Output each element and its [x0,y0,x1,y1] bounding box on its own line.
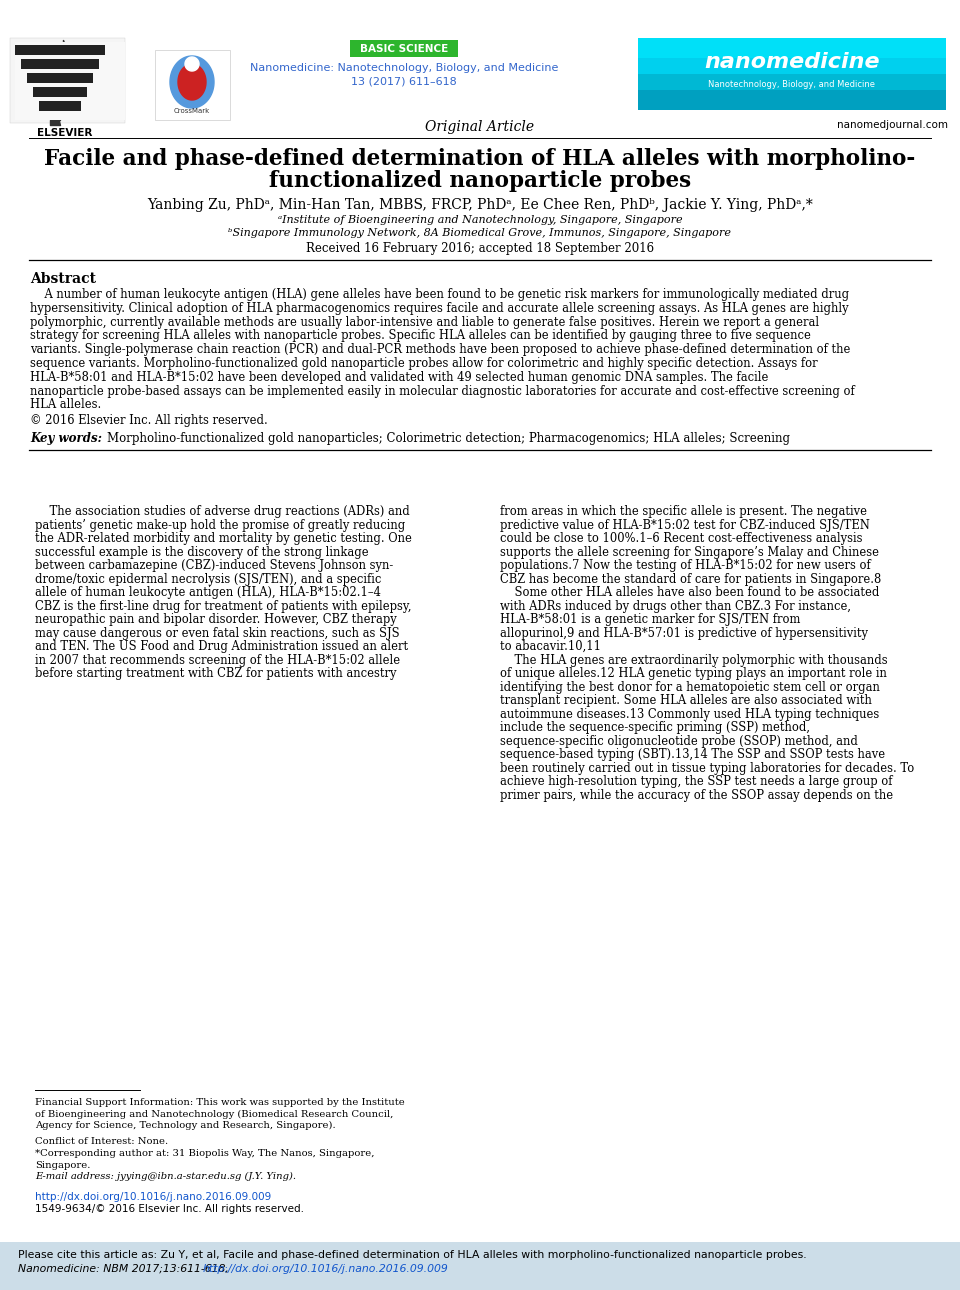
Text: Nanomedicine: Nanotechnology, Biology, and Medicine: Nanomedicine: Nanotechnology, Biology, a… [250,63,558,74]
Text: nanomedicine: nanomedicine [705,52,879,72]
Text: may cause dangerous or even fatal skin reactions, such as SJS: may cause dangerous or even fatal skin r… [35,627,399,640]
Text: in 2007 that recommends screening of the HLA-B*15:02 allele: in 2007 that recommends screening of the… [35,654,400,667]
Text: sequence-specific oligonucleotide probe (SSOP) method, and: sequence-specific oligonucleotide probe … [500,734,858,747]
Text: polymorphic, currently available methods are usually labor-intensive and liable : polymorphic, currently available methods… [30,316,819,329]
Text: before starting treatment with CBZ for patients with ancestry: before starting treatment with CBZ for p… [35,667,396,680]
Text: ᵇSingapore Immunology Network, 8A Biomedical Grove, Immunos, Singapore, Singapor: ᵇSingapore Immunology Network, 8A Biomed… [228,228,732,237]
Text: CrossMark: CrossMark [174,108,210,114]
Text: HLA alleles.: HLA alleles. [30,399,101,412]
Text: nanomedjournal.com: nanomedjournal.com [837,120,948,130]
Bar [10,37,125,123]
Text: patients’ genetic make-up hold the promise of greatly reducing: patients’ genetic make-up hold the promi… [35,519,405,531]
Text: E-mail address: jyying@ibn.a-star.edu.sg (J.Y. Ying).: E-mail address: jyying@ibn.a-star.edu.sg… [35,1173,296,1182]
Text: from areas in which the specific allele is present. The negative: from areas in which the specific allele … [500,504,867,519]
Text: allopurinol,9 and HLA-B*57:01 is predictive of hypersensitivity: allopurinol,9 and HLA-B*57:01 is predict… [500,627,868,640]
Text: The association studies of adverse drug reactions (ADRs) and: The association studies of adverse drug … [35,504,410,519]
Bar [33,86,87,97]
Text: Key words:: Key words: [30,432,102,445]
Text: variants. Single-polymerase chain reaction (PCR) and dual-PCR methods have been : variants. Single-polymerase chain reacti… [30,343,851,356]
Text: Conflict of Interest: None.: Conflict of Interest: None. [35,1138,168,1147]
Text: autoimmune diseases.13 Commonly used HLA typing techniques: autoimmune diseases.13 Commonly used HLA… [500,707,879,721]
Text: Agency for Science, Technology and Research, Singapore).: Agency for Science, Technology and Resea… [35,1121,336,1130]
Text: Singapore.: Singapore. [35,1161,90,1170]
Text: allele of human leukocyte antigen (HLA), HLA-B*15:02.1–4: allele of human leukocyte antigen (HLA),… [35,586,381,599]
Text: between carbamazepine (CBZ)-induced Stevens Johnson syn-: between carbamazepine (CBZ)-induced Stev… [35,559,394,571]
Text: Financial Support Information: This work was supported by the Institute: Financial Support Information: This work… [35,1098,405,1107]
Text: functionalized nanoparticle probes: functionalized nanoparticle probes [269,170,691,192]
Text: ELSEVIER: ELSEVIER [37,128,93,138]
Text: transplant recipient. Some HLA alleles are also associated with: transplant recipient. Some HLA alleles a… [500,694,872,707]
Text: neuropathic pain and bipolar disorder. However, CBZ therapy: neuropathic pain and bipolar disorder. H… [35,613,396,626]
Bar [155,50,230,120]
Text: predictive value of HLA-B*15:02 test for CBZ-induced SJS/TEN: predictive value of HLA-B*15:02 test for… [500,519,870,531]
Text: CBZ has become the standard of care for patients in Singapore.8: CBZ has become the standard of care for … [500,573,881,586]
Text: with ADRs induced by drugs other than CBZ.3 For instance,: with ADRs induced by drugs other than CB… [500,600,851,613]
Text: http://dx.doi.org/10.1016/j.nano.2016.09.009: http://dx.doi.org/10.1016/j.nano.2016.09… [35,1192,272,1201]
Bar [638,37,946,110]
Text: Please cite this article as: Zu Y, et al, Facile and phase-defined determination: Please cite this article as: Zu Y, et al… [18,1250,806,1260]
Text: 1549-9634/© 2016 Elsevier Inc. All rights reserved.: 1549-9634/© 2016 Elsevier Inc. All right… [35,1205,304,1214]
Text: identifying the best donor for a hematopoietic stem cell or organ: identifying the best donor for a hematop… [500,681,880,694]
Text: strategy for screening HLA alleles with nanoparticle probes. Specific HLA allele: strategy for screening HLA alleles with … [30,329,811,342]
Polygon shape [170,55,214,108]
Text: successful example is the discovery of the strong linkage: successful example is the discovery of t… [35,546,369,559]
Text: BASIC SCIENCE: BASIC SCIENCE [360,44,448,53]
Bar [27,74,93,83]
Text: sequence-based typing (SBT).13,14 The SSP and SSOP tests have: sequence-based typing (SBT).13,14 The SS… [500,748,885,761]
Text: http://dx.doi.org/10.1016/j.nano.2016.09.009: http://dx.doi.org/10.1016/j.nano.2016.09… [203,1264,448,1275]
Text: achieve high-resolution typing, the SSP test needs a large group of: achieve high-resolution typing, the SSP … [500,775,893,788]
Text: Facile and phase-defined determination of HLA alleles with morpholino-: Facile and phase-defined determination o… [44,148,916,170]
Text: The HLA genes are extraordinarily polymorphic with thousands: The HLA genes are extraordinarily polymo… [500,654,888,667]
Text: nanoparticle probe-based assays can be implemented easily in molecular diagnosti: nanoparticle probe-based assays can be i… [30,384,854,397]
Text: and TEN. The US Food and Drug Administration issued an alert: and TEN. The US Food and Drug Administra… [35,640,408,653]
Text: the ADR-related morbidity and mortality by genetic testing. One: the ADR-related morbidity and mortality … [35,531,412,544]
Text: HLA-B*58:01 and HLA-B*15:02 have been developed and validated with 49 selected h: HLA-B*58:01 and HLA-B*15:02 have been de… [30,370,768,384]
Text: of unique alleles.12 HLA genetic typing plays an important role in: of unique alleles.12 HLA genetic typing … [500,667,887,680]
Bar [21,59,99,68]
Text: been routinely carried out in tissue typing laboratories for decades. To: been routinely carried out in tissue typ… [500,761,914,774]
Bar [638,37,946,58]
Bar [638,37,946,74]
Text: hypersensitivity. Clinical adoption of HLA pharmacogenomics requires facile and : hypersensitivity. Clinical adoption of H… [30,302,849,315]
Bar [15,43,125,120]
Bar [0,1242,960,1290]
Text: primer pairs, while the accuracy of the SSOP assay depends on the: primer pairs, while the accuracy of the … [500,788,893,801]
Text: supports the allele screening for Singapore’s Malay and Chinese: supports the allele screening for Singap… [500,546,879,559]
Text: Received 16 February 2016; accepted 18 September 2016: Received 16 February 2016; accepted 18 S… [306,243,654,255]
Text: Nanomedicine: NBM 2017;13:611-618,: Nanomedicine: NBM 2017;13:611-618, [18,1264,232,1275]
Text: Original Article: Original Article [425,120,535,134]
Text: 13 (2017) 611–618: 13 (2017) 611–618 [351,77,457,86]
Text: A number of human leukocyte antigen (HLA) gene alleles have been found to be gen: A number of human leukocyte antigen (HLA… [30,288,850,301]
Text: sequence variants. Morpholino-functionalized gold nanoparticle probes allow for : sequence variants. Morpholino-functional… [30,357,818,370]
Text: CBZ is the first-line drug for treatment of patients with epilepsy,: CBZ is the first-line drug for treatment… [35,600,412,613]
Text: populations.7 Now the testing of HLA-B*15:02 for new users of: populations.7 Now the testing of HLA-B*1… [500,559,871,571]
Text: Some other HLA alleles have also been found to be associated: Some other HLA alleles have also been fo… [500,586,879,599]
Bar [15,45,105,55]
Text: © 2016 Elsevier Inc. All rights reserved.: © 2016 Elsevier Inc. All rights reserved… [30,414,268,427]
Polygon shape [178,64,206,101]
Text: ᵃInstitute of Bioengineering and Nanotechnology, Singapore, Singapore: ᵃInstitute of Bioengineering and Nanotec… [277,215,683,224]
Text: Morpholino-functionalized gold nanoparticles; Colorimetric detection; Pharmacoge: Morpholino-functionalized gold nanoparti… [107,432,790,445]
Text: could be close to 100%.1–6 Recent cost-effectiveness analysis: could be close to 100%.1–6 Recent cost-e… [500,531,862,544]
Bar [638,90,946,110]
Text: Yanbing Zu, PhDᵃ, Min-Han Tan, MBBS, FRCP, PhDᵃ, Ee Chee Ren, PhDᵇ, Jackie Y. Yi: Yanbing Zu, PhDᵃ, Min-Han Tan, MBBS, FRC… [147,197,813,212]
Bar [350,40,458,57]
Text: include the sequence-specific priming (SSP) method,: include the sequence-specific priming (S… [500,721,810,734]
Polygon shape [185,57,199,71]
Bar [39,101,81,111]
Text: of Bioengineering and Nanotechnology (Biomedical Research Council,: of Bioengineering and Nanotechnology (Bi… [35,1109,394,1118]
Text: drome/toxic epidermal necrolysis (SJS/TEN), and a specific: drome/toxic epidermal necrolysis (SJS/TE… [35,573,381,586]
Text: to abacavir.10,11: to abacavir.10,11 [500,640,601,653]
Text: *Corresponding author at: 31 Biopolis Way, The Nanos, Singapore,: *Corresponding author at: 31 Biopolis Wa… [35,1149,374,1158]
Text: Abstract: Abstract [30,272,96,286]
Text: HLA-B*58:01 is a genetic marker for SJS/TEN from: HLA-B*58:01 is a genetic marker for SJS/… [500,613,801,626]
Text: Nanotechnology, Biology, and Medicine: Nanotechnology, Biology, and Medicine [708,80,876,89]
